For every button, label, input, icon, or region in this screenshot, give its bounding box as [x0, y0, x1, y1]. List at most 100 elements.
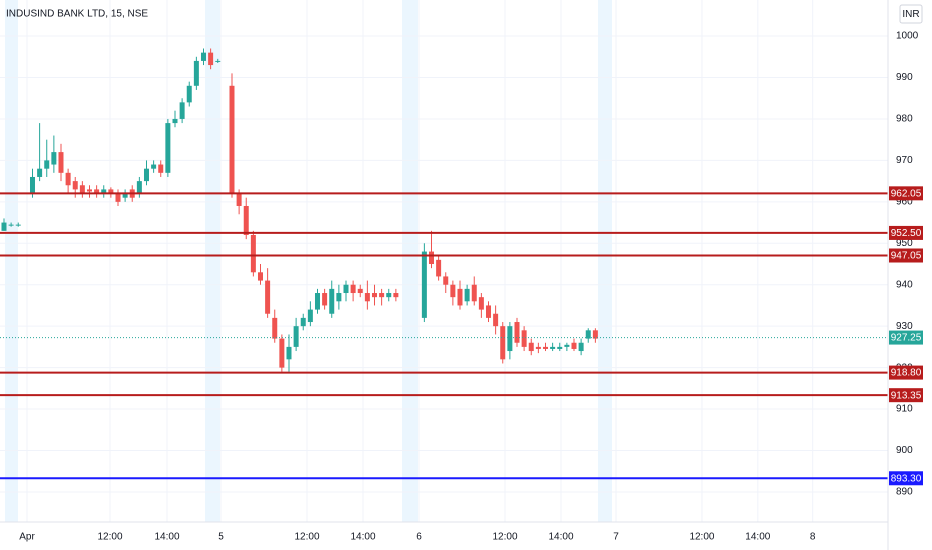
candle-body: [215, 60, 221, 62]
last-price-label: 927.25: [891, 333, 922, 344]
candle-body: [336, 293, 342, 302]
candle-body: [528, 342, 534, 352]
level-label-box: [889, 186, 923, 201]
x-tick-label: Apr: [19, 532, 35, 543]
chart-title: INDUSIND BANK LTD, 15, NSE: [6, 9, 148, 20]
candle-body: [343, 284, 349, 294]
x-tick-label: 8: [810, 532, 816, 543]
candle-body: [136, 181, 142, 194]
x-tick-label: 6: [416, 532, 422, 543]
level-label: 893.30: [891, 473, 922, 484]
candle-body: [550, 346, 556, 349]
candle-body: [293, 326, 299, 347]
candle-body: [65, 172, 71, 186]
candle-body: [115, 193, 121, 202]
candle-body: [243, 205, 249, 235]
x-tick-label: 14:00: [154, 532, 179, 543]
candle-body: [436, 259, 442, 277]
candle-body: [350, 284, 356, 294]
candle-body: [165, 123, 171, 173]
level-label-box: [889, 471, 923, 486]
x-tick-label: 12:00: [295, 532, 320, 543]
candle-body: [421, 251, 427, 318]
candle-body: [208, 52, 214, 66]
level-label-box: [889, 365, 923, 380]
candle-body: [79, 185, 85, 194]
candle-body: [143, 168, 149, 182]
candle-body: [158, 164, 164, 173]
candle-body: [286, 346, 292, 360]
level-label: 947.05: [891, 251, 922, 262]
candle-body: [44, 160, 50, 169]
candle-body: [322, 293, 328, 306]
level-label: 952.50: [891, 228, 922, 239]
y-tick-label: 990: [896, 72, 913, 83]
candle-body: [450, 284, 456, 298]
candle-body: [514, 322, 520, 343]
y-tick-label: 900: [896, 445, 913, 456]
candle-body: [379, 293, 385, 298]
level-label: 913.35: [891, 390, 922, 401]
x-tick-label: 7: [613, 532, 619, 543]
candle-body: [58, 152, 64, 173]
candle-body: [108, 189, 114, 194]
candle-body: [386, 293, 392, 298]
candle-body: [329, 288, 335, 314]
level-label-box: [889, 388, 923, 403]
candle-body: [1, 222, 7, 231]
candle-body: [193, 60, 199, 86]
candle-body: [371, 293, 377, 298]
candle-body: [236, 193, 242, 206]
y-tick-label: 950: [896, 238, 913, 249]
last-price-box: [889, 330, 923, 345]
candle-body: [314, 293, 320, 310]
candle-body: [101, 189, 107, 194]
candle-body: [265, 280, 271, 314]
x-tick-label: 5: [218, 532, 224, 543]
level-label-box: [889, 248, 923, 263]
x-tick-label: 12:00: [97, 532, 122, 543]
candle-body: [229, 85, 235, 194]
y-tick-label: 910: [896, 404, 913, 415]
candle-body: [357, 288, 363, 294]
candle-body: [200, 52, 206, 61]
candle-body: [428, 251, 434, 265]
x-tick-label: 12:00: [689, 532, 714, 543]
candle-body: [72, 181, 78, 190]
y-tick-label: 940: [896, 279, 913, 290]
candle-body: [364, 293, 370, 302]
candle-body: [172, 118, 178, 124]
candle-body: [37, 168, 43, 177]
candle-body: [51, 152, 57, 165]
candle-body: [542, 346, 548, 349]
y-tick-label: 970: [896, 155, 913, 166]
y-tick-label: 930: [896, 321, 913, 332]
candle-body: [8, 224, 14, 226]
candle-body: [300, 317, 306, 327]
candle-body: [535, 346, 541, 349]
currency-box[interactable]: [899, 4, 923, 24]
candle-body: [279, 338, 285, 368]
session-band: [205, 0, 220, 522]
y-tick-label: 890: [896, 487, 913, 498]
x-tick-label: 14:00: [351, 532, 376, 543]
candle-body: [272, 317, 278, 339]
candle-body: [507, 326, 513, 352]
x-tick-label: 12:00: [493, 532, 518, 543]
candle-body: [585, 330, 591, 339]
y-tick-label: 960: [896, 196, 913, 207]
candle-body: [179, 102, 185, 119]
candle-body: [15, 224, 21, 226]
x-tick-label: 14:00: [549, 532, 574, 543]
candle-body: [578, 342, 584, 352]
candle-body: [557, 346, 563, 349]
session-band: [598, 0, 612, 522]
candle-body: [493, 313, 499, 327]
candle-body: [94, 189, 100, 194]
currency[interactable]: INR: [902, 9, 919, 20]
session-band: [402, 0, 418, 522]
candle-body: [500, 326, 506, 360]
candle-body: [464, 288, 470, 302]
